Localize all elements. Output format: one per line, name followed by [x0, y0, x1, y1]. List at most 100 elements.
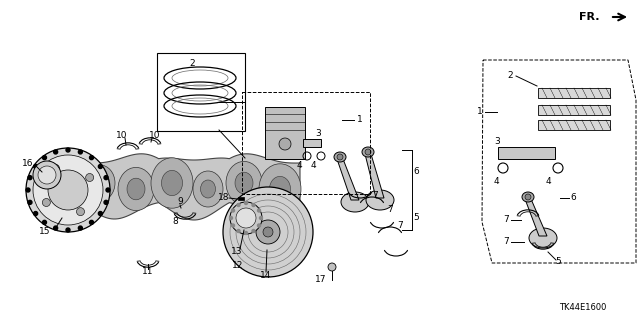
Text: 9: 9	[177, 197, 183, 206]
Ellipse shape	[33, 161, 61, 189]
Circle shape	[232, 209, 234, 212]
Text: 18: 18	[218, 194, 230, 203]
Ellipse shape	[93, 174, 108, 192]
Circle shape	[104, 200, 108, 204]
Ellipse shape	[118, 167, 154, 211]
Ellipse shape	[235, 172, 253, 194]
Ellipse shape	[341, 192, 369, 212]
Text: 16: 16	[22, 159, 34, 167]
Ellipse shape	[226, 161, 262, 204]
Polygon shape	[365, 154, 384, 198]
Ellipse shape	[362, 147, 374, 157]
Text: 6: 6	[570, 194, 576, 203]
Text: 4: 4	[545, 177, 551, 187]
Ellipse shape	[200, 180, 216, 198]
Circle shape	[42, 156, 47, 160]
Ellipse shape	[127, 178, 145, 200]
Text: 3: 3	[494, 137, 500, 146]
Ellipse shape	[26, 148, 110, 232]
Polygon shape	[88, 154, 300, 220]
Circle shape	[257, 209, 260, 212]
Ellipse shape	[38, 166, 56, 184]
Circle shape	[252, 204, 255, 206]
Ellipse shape	[259, 164, 301, 214]
Ellipse shape	[337, 154, 343, 160]
Ellipse shape	[223, 187, 313, 277]
Text: 7: 7	[372, 190, 378, 199]
Text: 14: 14	[260, 271, 272, 280]
Circle shape	[28, 200, 32, 204]
Circle shape	[237, 229, 240, 233]
Ellipse shape	[85, 165, 115, 201]
Ellipse shape	[77, 208, 84, 216]
Ellipse shape	[525, 194, 531, 200]
Circle shape	[90, 156, 93, 160]
Circle shape	[257, 224, 260, 227]
Circle shape	[34, 165, 38, 168]
Text: 13: 13	[231, 248, 243, 256]
Text: 10: 10	[149, 130, 161, 139]
Circle shape	[26, 188, 30, 192]
Text: 3: 3	[315, 130, 321, 138]
Circle shape	[99, 211, 102, 216]
Circle shape	[66, 228, 70, 232]
Circle shape	[237, 204, 240, 206]
Bar	[303, 139, 321, 147]
Circle shape	[42, 220, 47, 224]
Text: 11: 11	[142, 268, 154, 277]
Ellipse shape	[366, 190, 394, 210]
Bar	[238, 197, 244, 200]
Ellipse shape	[256, 220, 280, 244]
Bar	[498, 147, 555, 159]
Bar	[538, 88, 610, 98]
Circle shape	[106, 188, 110, 192]
Bar	[538, 105, 610, 115]
Text: 1: 1	[357, 115, 363, 124]
Ellipse shape	[151, 158, 193, 208]
Ellipse shape	[263, 227, 273, 237]
Text: 15: 15	[39, 227, 51, 236]
Ellipse shape	[161, 170, 182, 196]
Text: 7: 7	[503, 216, 509, 225]
Ellipse shape	[365, 149, 371, 155]
Text: 7: 7	[503, 238, 509, 247]
Circle shape	[230, 217, 232, 219]
Text: 4: 4	[310, 160, 316, 169]
Text: 5: 5	[413, 213, 419, 222]
Text: 7: 7	[397, 220, 403, 229]
Circle shape	[104, 176, 108, 180]
Ellipse shape	[522, 192, 534, 202]
Circle shape	[232, 224, 234, 227]
Text: 8: 8	[172, 218, 178, 226]
Circle shape	[259, 217, 262, 219]
Ellipse shape	[279, 138, 291, 150]
Polygon shape	[337, 159, 359, 200]
Circle shape	[54, 150, 58, 154]
Ellipse shape	[236, 208, 256, 228]
Text: 6: 6	[413, 167, 419, 176]
Circle shape	[99, 165, 102, 168]
Text: TK44E1600: TK44E1600	[559, 302, 607, 311]
Text: 7: 7	[387, 205, 393, 214]
Circle shape	[54, 226, 58, 230]
Text: 4: 4	[296, 160, 302, 169]
Text: 1: 1	[477, 108, 483, 116]
Ellipse shape	[48, 170, 88, 210]
Circle shape	[78, 226, 83, 230]
Circle shape	[328, 263, 336, 271]
Text: FR.: FR.	[579, 12, 600, 22]
Ellipse shape	[42, 198, 51, 206]
Circle shape	[244, 232, 248, 234]
Bar	[538, 120, 610, 130]
Ellipse shape	[33, 155, 103, 225]
Ellipse shape	[86, 174, 93, 182]
Ellipse shape	[230, 202, 262, 234]
Text: 12: 12	[232, 262, 244, 271]
Circle shape	[34, 211, 38, 216]
Text: 4: 4	[493, 177, 499, 187]
Ellipse shape	[334, 152, 346, 162]
Text: 2: 2	[507, 71, 513, 80]
Text: 10: 10	[116, 130, 128, 139]
Bar	[265, 107, 305, 159]
Text: 5: 5	[555, 257, 561, 266]
